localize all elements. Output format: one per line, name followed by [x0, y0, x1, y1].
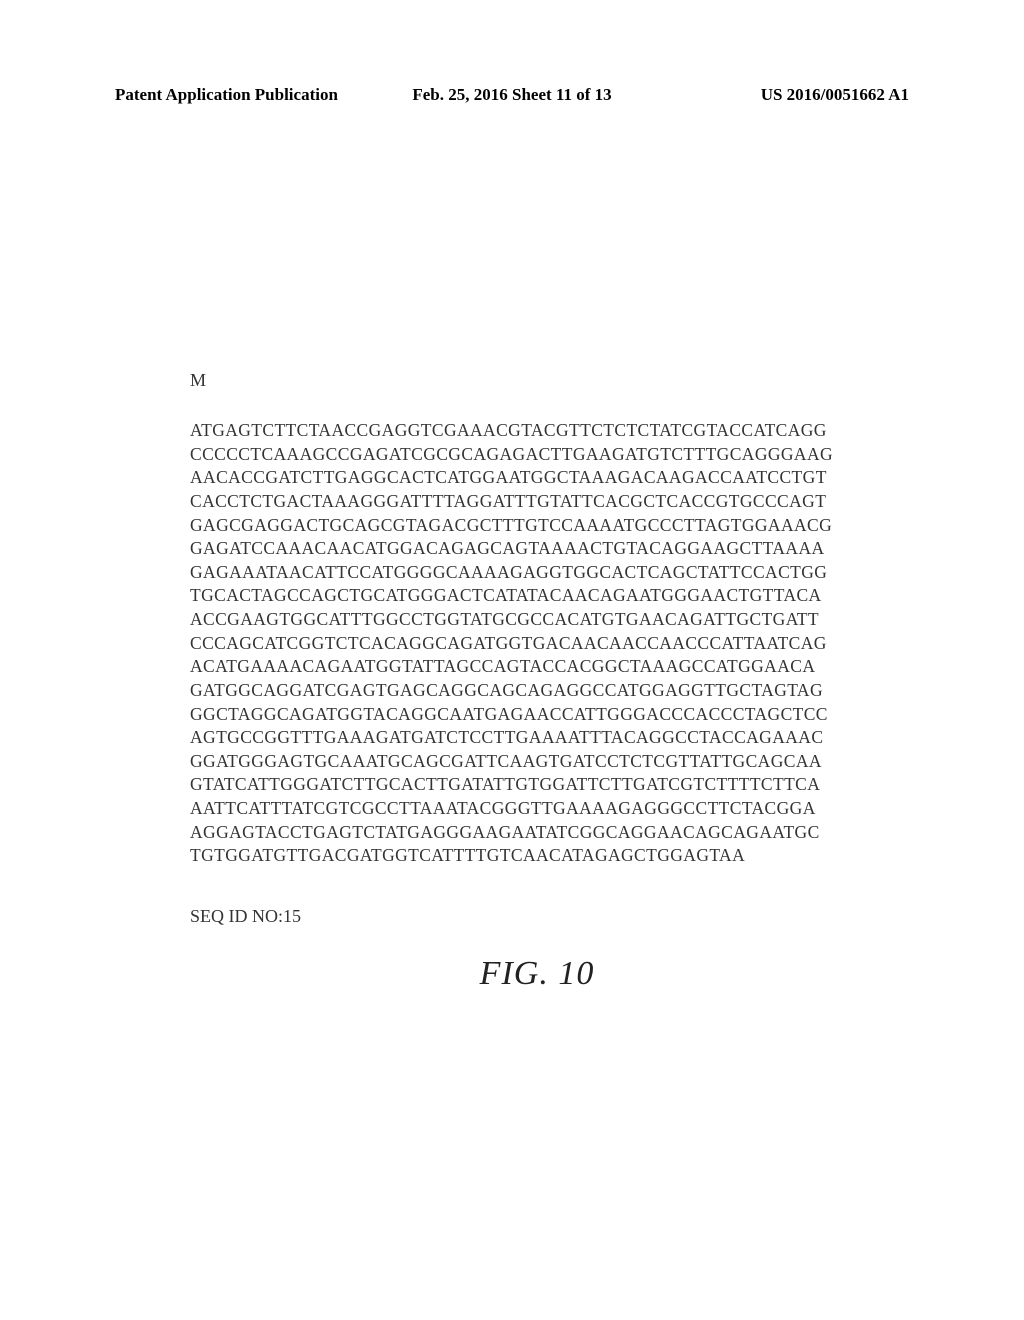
sequence-line: GAGCGAGGACTGCAGCGTAGACGCTTTGTCCAAAATGCCC…	[190, 514, 884, 538]
sequence-line: AGGAGTACCTGAGTCTATGAGGGAAGAATATCGGCAGGAA…	[190, 821, 884, 845]
sequence-line: TGTGGATGTTGACGATGGTCATTTTGTCAACATAGAGCTG…	[190, 844, 884, 868]
header-publication: Patent Application Publication	[115, 85, 338, 105]
sequence-line: TGCACTAGCCAGCTGCATGGGACTCATATACAACAGAATG…	[190, 584, 884, 608]
sequence-line: CACCTCTGACTAAAGGGATTTTAGGATTTGTATTCACGCT…	[190, 490, 884, 514]
sequence-id-label: SEQ ID NO:15	[190, 906, 884, 927]
sequence-line: ACCGAAGTGGCATTTGGCCTGGTATGCGCCACATGTGAAC…	[190, 608, 884, 632]
sequence-line: GGATGGGAGTGCAAATGCAGCGATTCAAGTGATCCTCTCG…	[190, 750, 884, 774]
content-area: M ATGAGTCTTCTAACCGAGGTCGAAACGTACGTTCTCTC…	[190, 370, 884, 993]
sequence-line: AACACCGATCTTGAGGCACTCATGGAATGGCTAAAGACAA…	[190, 466, 884, 490]
sequence-line: CCCAGCATCGGTCTCACAGGCAGATGGTGACAACAACCAA…	[190, 632, 884, 656]
sequence-line: AATTCATTTATCGTCGCCTTAAATACGGGTTGAAAAGAGG…	[190, 797, 884, 821]
sequence-line: GATGGCAGGATCGAGTGAGCAGGCAGCAGAGGCCATGGAG…	[190, 679, 884, 703]
page-header: Patent Application Publication Feb. 25, …	[0, 85, 1024, 105]
sequence-line: CCCCCTCAAAGCCGAGATCGCGCAGAGACTTGAAGATGTC…	[190, 443, 884, 467]
sequence-line: AGTGCCGGTTTGAAAGATGATCTCCTTGAAAATTTACAGG…	[190, 726, 884, 750]
gene-label: M	[190, 370, 884, 391]
sequence-line: GGCTAGGCAGATGGTACAGGCAATGAGAACCATTGGGACC…	[190, 703, 884, 727]
sequence-line: ACATGAAAACAGAATGGTATTAGCCAGTACCACGGCTAAA…	[190, 655, 884, 679]
header-patent-number: US 2016/0051662 A1	[761, 85, 909, 105]
header-date-sheet: Feb. 25, 2016 Sheet 11 of 13	[412, 85, 611, 105]
figure-label: FIG. 10	[190, 955, 884, 993]
sequence-block: ATGAGTCTTCTAACCGAGGTCGAAACGTACGTTCTCTCTA…	[190, 419, 884, 868]
sequence-line: ATGAGTCTTCTAACCGAGGTCGAAACGTACGTTCTCTCTA…	[190, 419, 884, 443]
sequence-line: GTATCATTGGGATCTTGCACTTGATATTGTGGATTCTTGA…	[190, 773, 884, 797]
sequence-line: GAGATCCAAACAACATGGACAGAGCAGTAAAACTGTACAG…	[190, 537, 884, 561]
sequence-line: GAGAAATAACATTCCATGGGGCAAAAGAGGTGGCACTCAG…	[190, 561, 884, 585]
